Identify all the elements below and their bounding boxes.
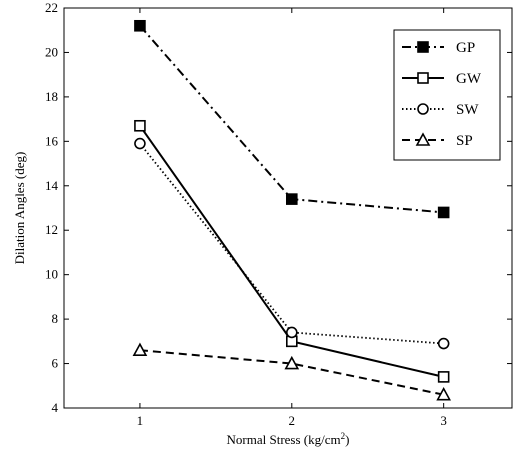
legend-box	[393, 29, 501, 161]
data-point-gp	[134, 19, 146, 32]
y-tick-label: 18	[45, 89, 58, 104]
data-point-sp	[284, 355, 300, 370]
x-tick-label: 2	[289, 413, 296, 428]
series-line-sw	[139, 142, 444, 345]
y-tick-label: 22	[45, 0, 58, 15]
legend-marker-gp	[417, 41, 429, 53]
series-sw	[134, 137, 450, 350]
series-gp	[134, 19, 450, 219]
legend-marker-sw	[417, 103, 429, 115]
data-point-sw	[437, 337, 450, 350]
y-tick-label: 8	[52, 311, 59, 326]
data-point-gw	[437, 371, 450, 383]
series-layer	[132, 19, 452, 401]
legend-label-gw: GW	[456, 71, 482, 87]
legend: GP GW SW SP	[393, 29, 501, 161]
x-tick-label: 1	[137, 413, 144, 428]
y-tick-label: 12	[45, 222, 58, 237]
legend-label-gp: GP	[456, 40, 475, 56]
data-point-sp	[436, 386, 452, 401]
legend-label-sw: SW	[456, 102, 479, 118]
data-point-sp	[132, 342, 148, 357]
x-axis-label-superscript: 2	[341, 431, 346, 441]
data-point-gp	[437, 206, 450, 219]
data-point-sw	[134, 137, 146, 150]
series-sp	[132, 342, 452, 401]
x-tick-label: 3	[440, 413, 447, 428]
y-tick-label: 4	[52, 400, 59, 415]
plot-frame	[63, 7, 513, 409]
legend-marker-sp	[415, 132, 431, 146]
data-point-gw	[134, 119, 146, 132]
y-tick-label: 16	[45, 133, 59, 148]
x-axis-label: Normal Stress (kg/cm2)	[227, 431, 350, 447]
data-point-sw	[285, 326, 298, 339]
x-axis-label-suffix: )	[345, 432, 349, 447]
y-tick-label: 10	[45, 267, 58, 282]
y-tick-label: 20	[45, 44, 58, 59]
data-point-gp	[285, 193, 298, 205]
y-tick-label: 6	[52, 356, 59, 371]
y-axis-label: Dilation Angles (deg)	[12, 152, 27, 265]
legend-marker-gw	[417, 72, 429, 84]
legend-label-sp: SP	[456, 133, 473, 149]
y-tick-label: 14	[45, 178, 59, 193]
x-axis-label-main: Normal Stress (kg/cm	[227, 432, 341, 447]
